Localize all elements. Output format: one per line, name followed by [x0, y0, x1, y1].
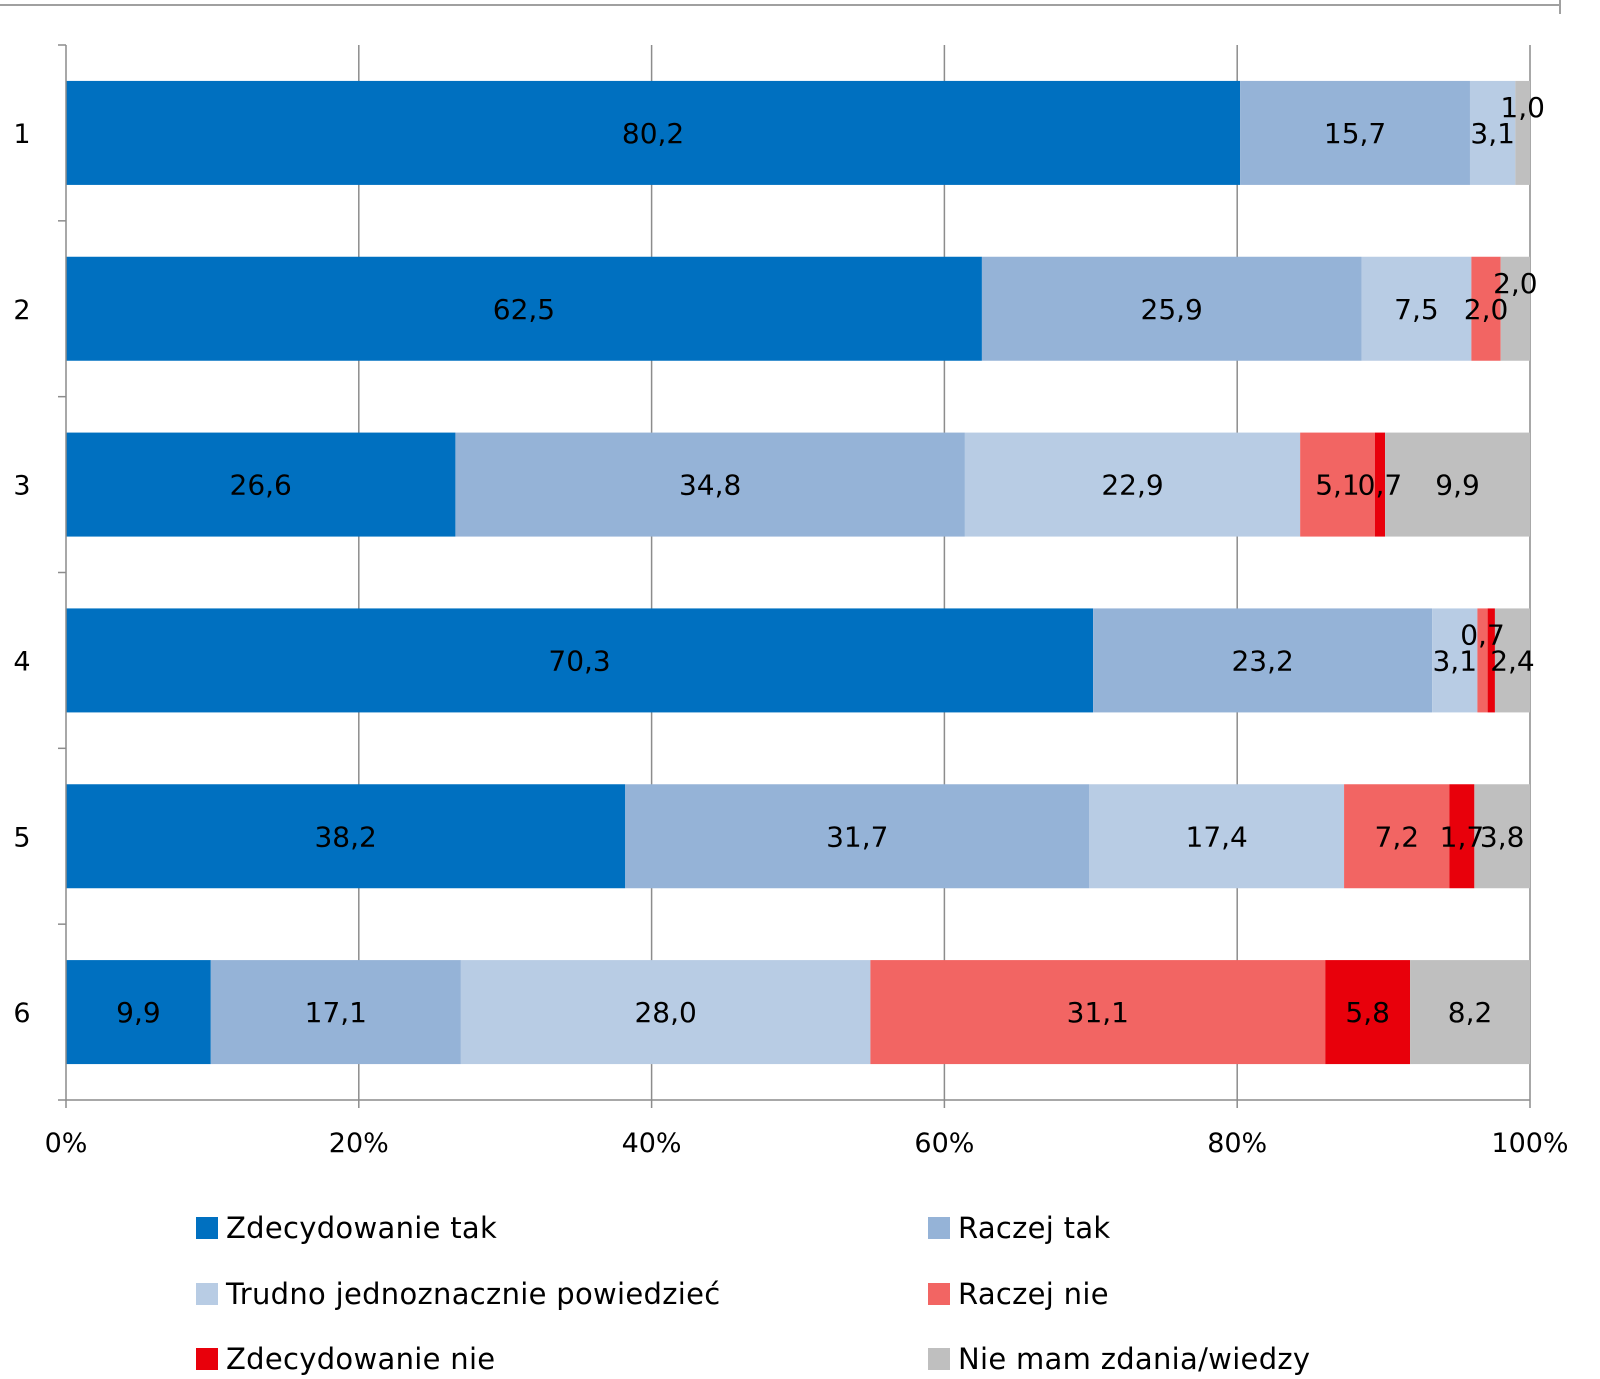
category-label: 3	[13, 471, 30, 502]
x-tick-label: 60%	[914, 1128, 974, 1159]
data-label: 17,4	[1186, 820, 1248, 853]
bar-segment	[1469, 80, 1516, 185]
bar-segment	[66, 80, 1241, 185]
data-label: 1,7	[1440, 820, 1485, 853]
bar-segment	[1361, 256, 1472, 361]
bar-segment	[1432, 608, 1478, 713]
bar-segment	[1240, 80, 1470, 185]
data-label: 26,6	[230, 469, 292, 502]
bar-segment	[1385, 432, 1530, 537]
category-label: 1	[13, 119, 30, 150]
data-label: 2,4	[1490, 644, 1535, 677]
category-label: 5	[13, 822, 30, 853]
bar-segment	[1477, 608, 1488, 713]
bar-segment	[1374, 432, 1386, 537]
bar-segment	[1410, 960, 1530, 1065]
data-label: 80,2	[622, 117, 684, 150]
data-label: 9,9	[1435, 469, 1480, 502]
data-label: 2,0	[1493, 267, 1538, 300]
bar-segment	[66, 432, 456, 537]
bar-segment	[1474, 784, 1530, 889]
data-label: 7,2	[1375, 820, 1420, 853]
bar-segment	[1089, 784, 1345, 889]
data-label: 15,7	[1324, 117, 1386, 150]
x-tick-label: 20%	[329, 1128, 389, 1159]
x-tick-label: 40%	[622, 1128, 682, 1159]
data-label: 8,2	[1448, 996, 1493, 1029]
bars	[66, 80, 1530, 1065]
data-label: 25,9	[1141, 293, 1203, 326]
bar-segment	[1515, 80, 1530, 185]
data-labels: 80,2 15,7 3,11,062,5 25,9 7,5 2,02,026,6 34,8 2…	[116, 91, 1545, 1029]
bar-segment	[1500, 256, 1530, 361]
x-tick-label: 100%	[1491, 1128, 1568, 1159]
bar-segment	[210, 960, 461, 1065]
category-label: 4	[13, 646, 30, 677]
x-tick-label: 80%	[1207, 1128, 1267, 1159]
data-label: 5,8	[1345, 996, 1390, 1029]
category-label: 6	[13, 998, 30, 1029]
bar-segment	[1487, 608, 1495, 713]
data-label: 3,1	[1470, 117, 1515, 150]
gridlines	[358, 45, 1531, 1100]
data-label: 9,9	[116, 996, 161, 1029]
data-label: 22,9	[1101, 469, 1163, 502]
data-label: 7,5	[1394, 293, 1439, 326]
category-label: 2	[13, 295, 30, 326]
data-label: 31,1	[1067, 996, 1129, 1029]
bar-segment	[455, 432, 965, 537]
bar-segment	[1325, 960, 1411, 1065]
data-label: 62,5	[493, 293, 555, 326]
data-label: 2,0	[1464, 293, 1509, 326]
bar-segment	[625, 784, 1090, 889]
bar-segment	[1093, 608, 1433, 713]
bar-segment	[981, 256, 1362, 361]
data-label: 3,1	[1432, 644, 1477, 677]
axes: 0% 20% 40% 60% 80% 100% 1 2 3 4 5 6	[13, 44, 1569, 1159]
bar-segment	[1449, 784, 1475, 889]
data-label: 1,0	[1500, 91, 1545, 124]
data-label: 5,1	[1315, 469, 1360, 502]
bar-segment	[1300, 432, 1375, 537]
bar-segment	[964, 432, 1301, 537]
bar-segment	[66, 608, 1094, 713]
bar-segment	[870, 960, 1326, 1065]
bar-segment	[1344, 784, 1450, 889]
data-label: 28,0	[634, 996, 696, 1029]
bar-segment	[1471, 256, 1501, 361]
data-label: 17,1	[305, 996, 367, 1029]
bar-segment	[66, 784, 626, 889]
bar-segment	[1494, 608, 1530, 713]
bar-segment	[66, 960, 211, 1065]
data-label: 23,2	[1231, 644, 1293, 677]
data-label: 0,7	[1358, 469, 1403, 502]
data-label: 3,8	[1480, 820, 1525, 853]
x-tick-label: 0%	[45, 1128, 88, 1159]
data-label: 31,7	[826, 820, 888, 853]
data-label: 70,3	[548, 644, 610, 677]
data-label: 0,7	[1460, 618, 1505, 651]
data-label: 38,2	[314, 820, 376, 853]
data-label: 34,8	[679, 469, 741, 502]
bar-segment	[460, 960, 871, 1065]
bar-segment	[66, 256, 982, 361]
